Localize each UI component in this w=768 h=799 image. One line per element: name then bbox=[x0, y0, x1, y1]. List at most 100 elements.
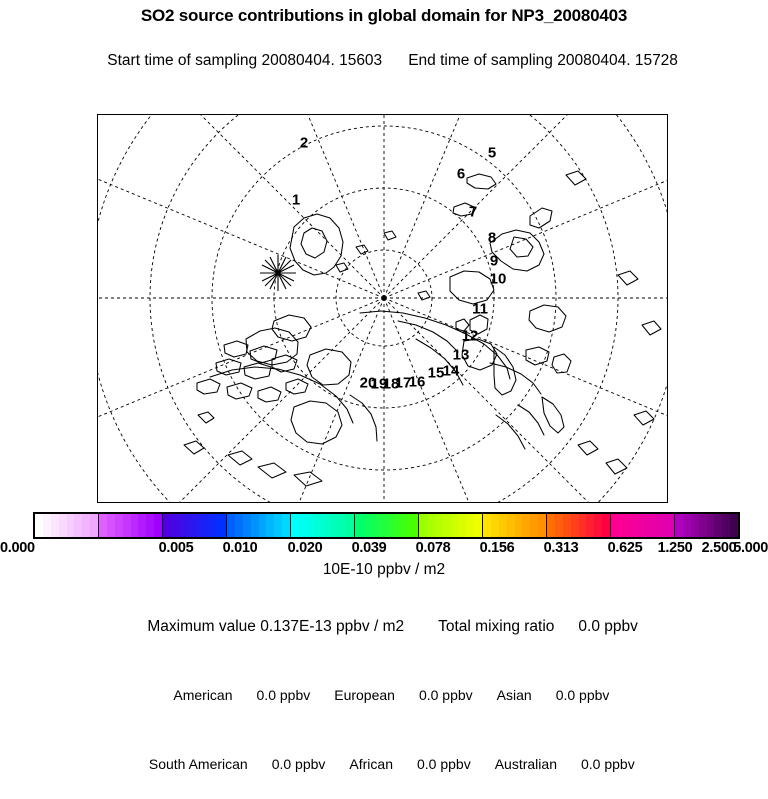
colorbar-step bbox=[594, 514, 603, 537]
polar-map-panel: 2 1 5 6 7 8 9 10 11 12 13 14 15 16 17 18 19 20 bbox=[97, 114, 668, 503]
map-label-17: 17 bbox=[394, 374, 412, 392]
polar-stereographic-map bbox=[98, 115, 667, 502]
colorbar-unit-label: 10E-10 ppbv / m2 bbox=[322, 561, 446, 578]
colorbar-segment-1 bbox=[99, 514, 163, 537]
colorbar-segment-10 bbox=[675, 514, 738, 537]
colorbar-segment-7 bbox=[483, 514, 547, 537]
colorbar-step bbox=[394, 514, 403, 537]
colorbar-step bbox=[370, 514, 379, 537]
map-label-14: 14 bbox=[442, 362, 460, 380]
colorbar-step bbox=[355, 514, 363, 537]
colorbar-step bbox=[154, 514, 162, 537]
colorbar-step bbox=[618, 514, 627, 537]
colorbar-step bbox=[234, 514, 243, 537]
colorbar-segment-5 bbox=[355, 514, 419, 537]
colorbar-step bbox=[282, 514, 290, 537]
colorbar-step bbox=[66, 514, 75, 537]
colorbar-step bbox=[35, 514, 43, 537]
colorbar-step bbox=[346, 514, 354, 537]
colorbar-step bbox=[58, 514, 67, 537]
region-value-asian: 0.0 ppbv bbox=[555, 687, 610, 703]
colorbar-tick-labels: 0.000 0.005 0.010 0.020 0.039 0.078 0.156 0.313… bbox=[0, 540, 768, 558]
colorbar-step bbox=[650, 514, 659, 537]
colorbar-step bbox=[202, 514, 211, 537]
colorbar-tick-11: 5.000 bbox=[733, 540, 768, 556]
colorbar-step bbox=[698, 514, 707, 537]
start-time-label: Start time of sampling bbox=[107, 52, 258, 69]
colorbar-step bbox=[419, 514, 427, 537]
colorbar-tick-2: 0.010 bbox=[222, 540, 258, 556]
colorbar-step bbox=[122, 514, 131, 537]
colorbar-tick-5: 0.078 bbox=[415, 540, 451, 556]
colorbar-step bbox=[626, 514, 635, 537]
colorbar-step bbox=[410, 514, 418, 537]
colorbar-segment-0 bbox=[35, 514, 99, 537]
colorbar-step bbox=[722, 514, 731, 537]
colorbar-step bbox=[675, 514, 683, 537]
colorbar-tick-9: 1.250 bbox=[657, 540, 693, 556]
colorbar-step bbox=[490, 514, 499, 537]
colorbar-step bbox=[322, 514, 331, 537]
map-label-16: 16 bbox=[408, 373, 426, 391]
map-label-7: 7 bbox=[468, 203, 478, 221]
colorbar-segment-6 bbox=[419, 514, 483, 537]
colorbar-step bbox=[146, 514, 155, 537]
colorbar[interactable] bbox=[33, 512, 740, 539]
colorbar-step bbox=[258, 514, 267, 537]
map-label-9: 9 bbox=[489, 252, 499, 270]
colorbar-step bbox=[306, 514, 315, 537]
colorbar-step bbox=[106, 514, 115, 537]
colorbar-step bbox=[218, 514, 226, 537]
colorbar-step bbox=[514, 514, 523, 537]
end-time-value: 20080404. 15728 bbox=[557, 52, 678, 69]
colorbar-step bbox=[570, 514, 579, 537]
colorbar-step bbox=[42, 514, 51, 537]
colorbar-step bbox=[547, 514, 555, 537]
region-value-american: 0.0 ppbv bbox=[256, 687, 311, 703]
colorbar-step bbox=[378, 514, 387, 537]
total-mixing-ratio-value: 0.0 ppbv bbox=[578, 618, 638, 635]
colorbar-step bbox=[266, 514, 275, 537]
map-label-11: 11 bbox=[472, 300, 488, 318]
total-mixing-ratio-label: Total mixing ratio bbox=[438, 618, 555, 635]
colorbar-step bbox=[658, 514, 667, 537]
colorbar-step bbox=[338, 514, 347, 537]
colorbar-step bbox=[402, 514, 411, 537]
colorbar-segment-8 bbox=[547, 514, 611, 537]
colorbar-step bbox=[474, 514, 482, 537]
map-label-8: 8 bbox=[487, 229, 497, 247]
end-time-label: End time of sampling bbox=[408, 52, 553, 69]
region-label-american: American bbox=[173, 687, 233, 703]
region-label-asian: Asian bbox=[496, 687, 532, 703]
map-label-18: 18 bbox=[382, 375, 400, 393]
colorbar-step bbox=[538, 514, 546, 537]
colorbar-step bbox=[578, 514, 587, 537]
colorbar-segment-9 bbox=[611, 514, 675, 537]
colorbar-tick-1: 0.005 bbox=[158, 540, 194, 556]
colorbar-step bbox=[90, 514, 98, 537]
colorbar-segment-2 bbox=[163, 514, 227, 537]
region-value-african: 0.0 ppbv bbox=[417, 756, 471, 772]
colorbar-step bbox=[611, 514, 619, 537]
colorbar-step bbox=[434, 514, 443, 537]
colorbar-step bbox=[706, 514, 715, 537]
region-value-south-american: 0.0 ppbv bbox=[271, 756, 326, 772]
colorbar-step bbox=[50, 514, 59, 537]
colorbar-step bbox=[130, 514, 139, 537]
colorbar-tick-8: 0.625 bbox=[607, 540, 643, 556]
map-label-13: 13 bbox=[452, 346, 470, 364]
colorbar-step bbox=[291, 514, 299, 537]
colorbar-step bbox=[99, 514, 107, 537]
colorbar-tick-3: 0.020 bbox=[287, 540, 323, 556]
colorbar-tick-7: 0.313 bbox=[543, 540, 579, 556]
colorbar-segment-3 bbox=[227, 514, 291, 537]
colorbar-step bbox=[642, 514, 651, 537]
colorbar-step bbox=[450, 514, 459, 537]
colorbar-step bbox=[458, 514, 467, 537]
colorbar-step bbox=[386, 514, 395, 537]
colorbar-step bbox=[602, 514, 610, 537]
colorbar-step bbox=[522, 514, 531, 537]
region-row-1: American 0.0 ppbv European 0.0 ppbv Asian 0.0… bbox=[0, 661, 768, 730]
colorbar-segment-4 bbox=[291, 514, 355, 537]
release-star-marker bbox=[260, 255, 296, 291]
